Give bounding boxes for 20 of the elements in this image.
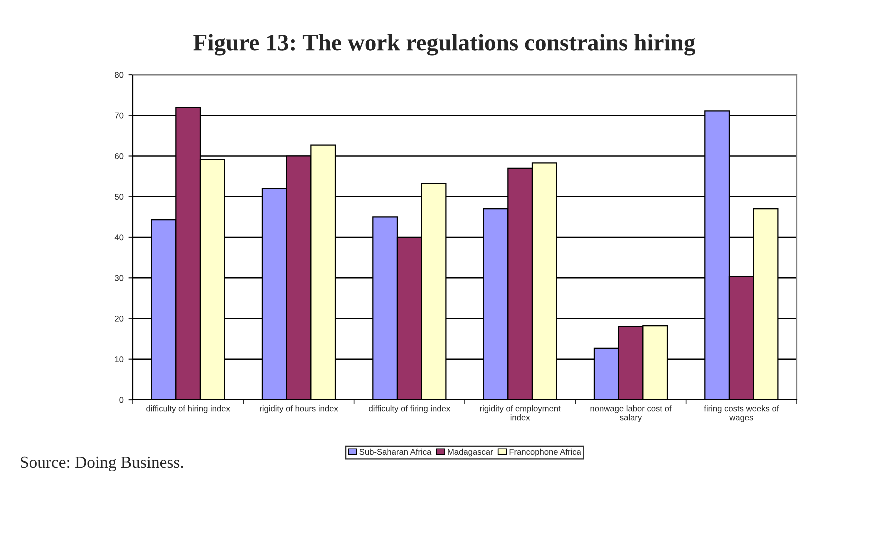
legend-label: Francophone Africa: [510, 448, 582, 457]
y-tick-label: 70: [115, 112, 124, 119]
x-tick-label: firing costs weeks of wages: [704, 406, 780, 422]
x-tick-label: rigidity of hours index: [260, 406, 338, 414]
x-tick-label: difficulty of firing index: [369, 406, 450, 414]
source-note: Source: Doing Business.: [21, 456, 184, 472]
legend-label: Sub-Saharan Africa: [360, 448, 432, 456]
y-tick-label: 40: [114, 234, 124, 241]
y-tick-label: 80: [115, 72, 124, 78]
chart-title: Figure 13: The work regulations constrains hiring: [194, 34, 696, 56]
y-tick-label: 10: [115, 356, 124, 362]
legend-label: Madagascar: [448, 448, 494, 457]
x-tick-label: difficulty of hiring index: [146, 406, 230, 414]
y-tick-label: 60: [115, 153, 124, 160]
x-tick-label: rigidity of employment index: [480, 406, 561, 421]
y-tick-label: 20: [115, 316, 124, 322]
x-tick-label: nonwage labor cost of salary: [590, 406, 672, 422]
y-tick-label: 0: [120, 397, 124, 404]
y-tick-label: 50: [115, 194, 124, 200]
y-tick-label: 30: [115, 275, 124, 282]
